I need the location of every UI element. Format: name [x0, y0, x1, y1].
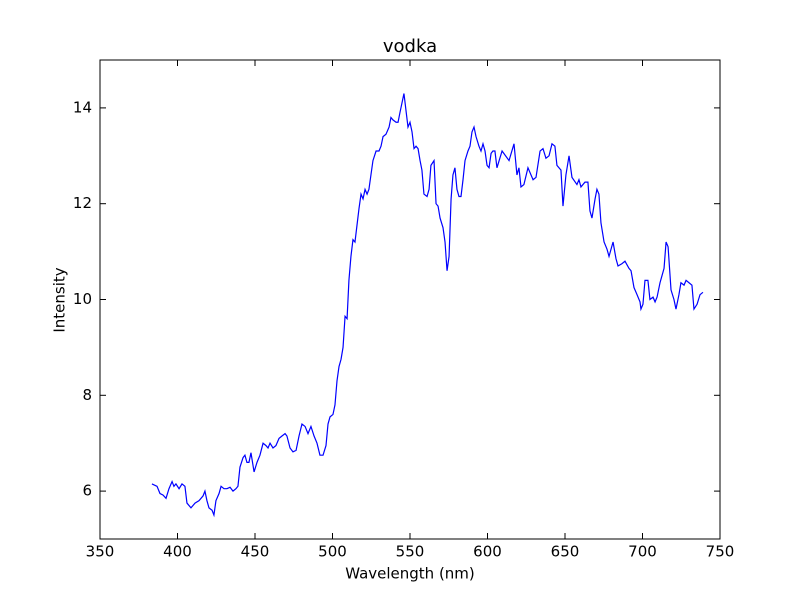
x-tick-label: 600 — [473, 543, 502, 561]
x-tick-label: 650 — [551, 543, 580, 561]
x-tick-label: 450 — [241, 543, 270, 561]
y-tick-label: 10 — [73, 290, 92, 308]
x-tick-label: 550 — [396, 543, 425, 561]
x-tick-label: 400 — [163, 543, 192, 561]
chart-title: vodka — [383, 36, 437, 57]
y-tick-label: 6 — [82, 482, 92, 500]
y-tick-label: 12 — [73, 194, 92, 212]
x-tick-label: 350 — [86, 543, 115, 561]
y-tick-label: 14 — [73, 98, 92, 116]
y-axis-label: Intensity — [51, 267, 69, 332]
data-line — [151, 93, 704, 518]
x-tick-label: 500 — [318, 543, 347, 561]
x-tick-label: 700 — [628, 543, 657, 561]
x-axis-label: Wavelength (nm) — [345, 565, 475, 583]
x-tick-label: 750 — [706, 543, 735, 561]
y-tick-label: 8 — [82, 386, 92, 404]
